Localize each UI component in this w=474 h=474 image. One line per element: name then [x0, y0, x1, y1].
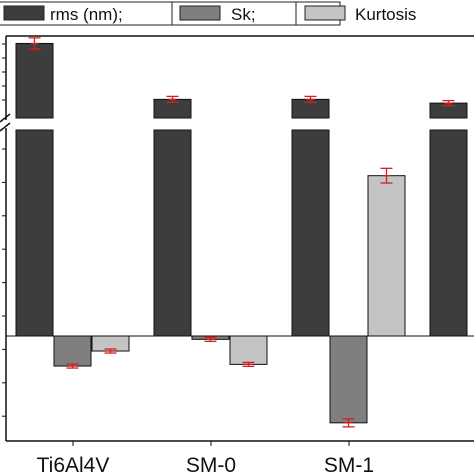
legend-swatch: [3, 5, 45, 21]
legend-swatch: [304, 5, 346, 21]
legend: rms (nm); Sk; Kurtosis: [0, 1, 416, 26]
plot-area: [0, 35, 474, 446]
axis-break-mark: [0, 113, 11, 132]
legend-swatch: [179, 5, 221, 21]
bar: [329, 335, 368, 424]
legend-label: rms (nm);: [50, 5, 123, 24]
bar: [429, 129, 468, 337]
x-tick-label: Ti6Al4V: [37, 454, 110, 474]
legend-label: Kurtosis: [355, 5, 416, 24]
x-tick-label: SM-0: [186, 454, 236, 474]
bar: [367, 175, 406, 337]
bar: [229, 335, 268, 365]
bar: [15, 129, 54, 337]
x-tick-label: SM-1: [324, 454, 374, 474]
bar: [291, 129, 330, 337]
legend-label: Sk;: [231, 5, 256, 24]
bar: [53, 335, 92, 367]
bar: [153, 129, 192, 337]
bar: [15, 42, 54, 119]
